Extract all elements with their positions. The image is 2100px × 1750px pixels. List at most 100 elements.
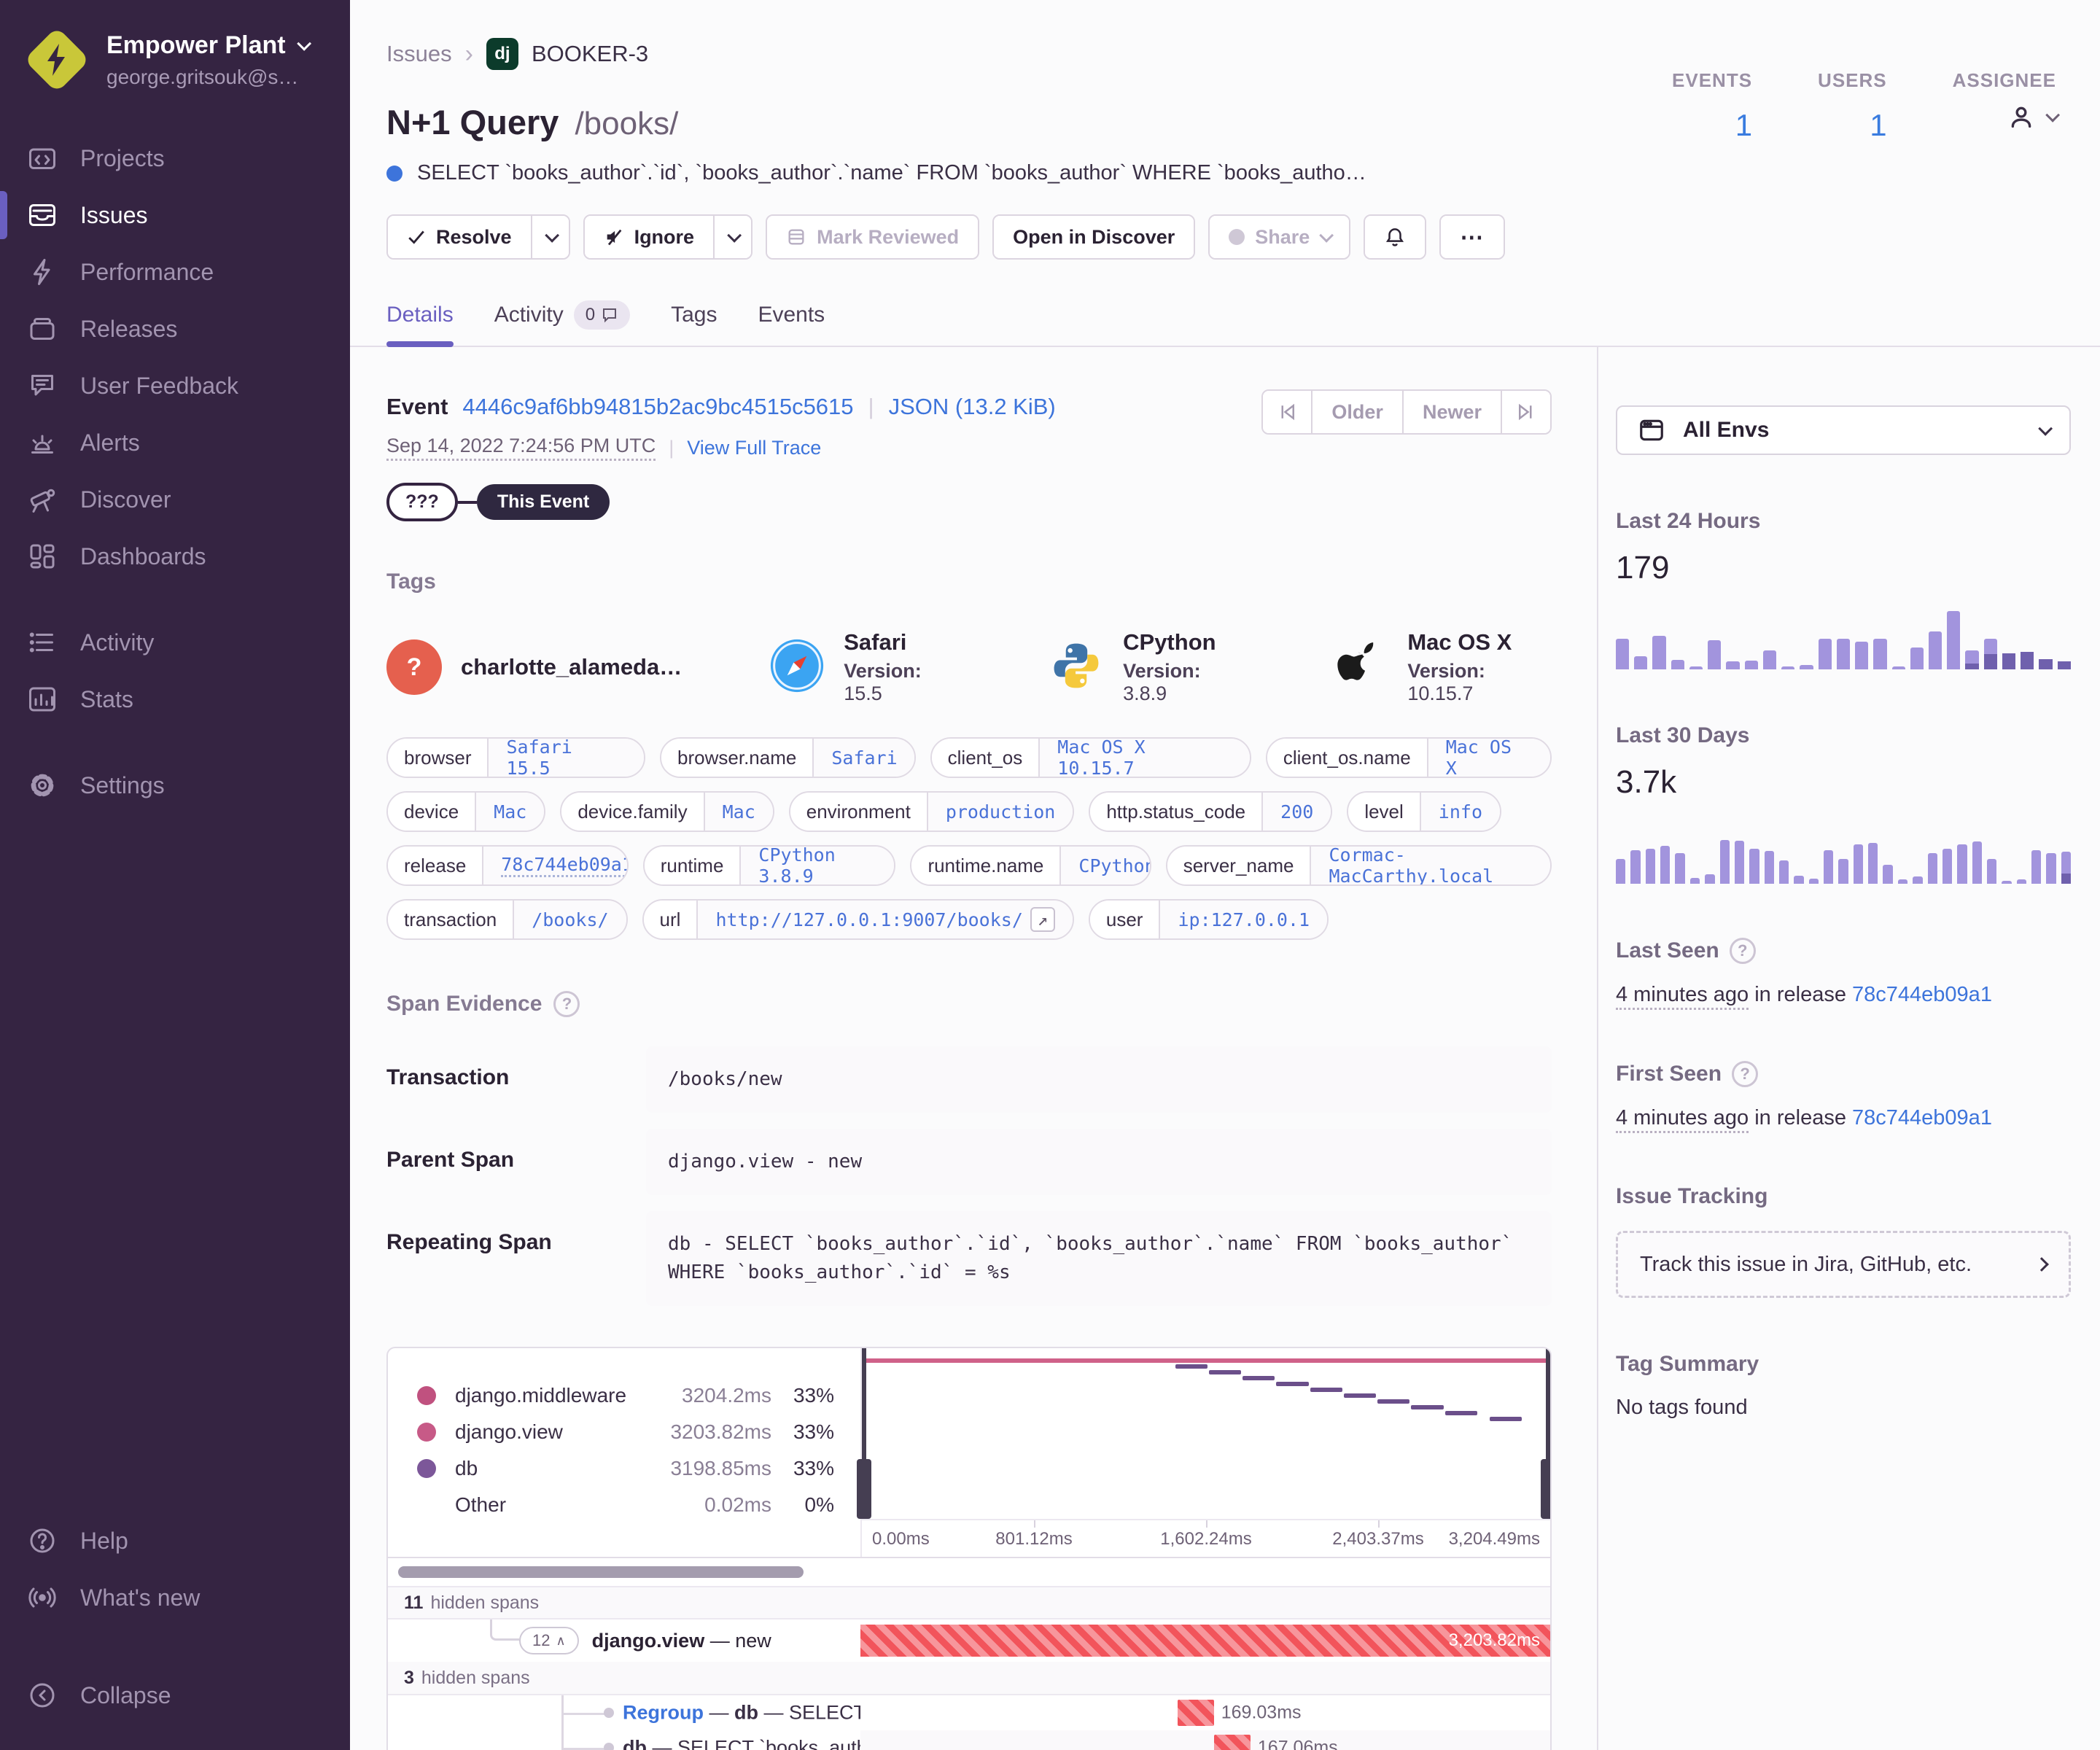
evidence-value: django.view - new: [646, 1129, 1552, 1195]
chevron-right-icon: [2034, 1257, 2049, 1272]
evidence-label: Transaction: [386, 1065, 510, 1089]
sidebar-item-releases[interactable]: Releases: [0, 300, 350, 357]
tag-value[interactable]: /books/: [513, 901, 626, 938]
tab-details[interactable]: Details: [386, 300, 454, 347]
event-id-link[interactable]: 4446c9af6bb94815b2ac9bc4515c5615: [462, 394, 854, 419]
track-issue-button[interactable]: Track this issue in Jira, GitHub, etc.: [1616, 1231, 2071, 1298]
help-question-icon[interactable]: ?: [553, 991, 580, 1017]
tab-activity[interactable]: Activity 0: [494, 300, 631, 346]
sidebar-item-settings[interactable]: Settings: [0, 757, 350, 814]
ignore-button[interactable]: Ignore: [584, 216, 714, 258]
more-actions-button[interactable]: ⋯: [1441, 216, 1504, 258]
last-seen-time[interactable]: 4 minutes ago: [1616, 983, 1749, 1010]
first-seen-time[interactable]: 4 minutes ago: [1616, 1106, 1749, 1133]
tag-value[interactable]: Mac: [703, 793, 773, 831]
sidebar-item-collapse[interactable]: Collapse: [0, 1667, 350, 1724]
org-switcher[interactable]: Empower Plant george.gritsouk@s…: [0, 0, 350, 124]
tag-value[interactable]: CPython: [1059, 847, 1150, 884]
span-group-row[interactable]: 12 ∧ django.view — new 3,203.82ms: [388, 1619, 1550, 1662]
sidebar-item-dashboards[interactable]: Dashboards: [0, 528, 350, 585]
sidebar-item-activity[interactable]: Activity: [0, 614, 350, 671]
tag-value[interactable]: http://127.0.0.1:9007/books/↗: [696, 901, 1073, 938]
hidden-spans-row[interactable]: 3 hidden spans: [388, 1662, 1550, 1695]
subscribe-bell-button[interactable]: [1365, 216, 1426, 258]
featured-tag-cpython[interactable]: CPython Version: 3.8.9: [1049, 629, 1245, 705]
ignore-dropdown-button[interactable]: [713, 216, 752, 258]
oldest-event-button[interactable]: [1263, 391, 1312, 433]
tag-value[interactable]: Mac: [475, 793, 545, 831]
releases-icon: [30, 318, 55, 340]
tree-node-dot: [604, 1743, 614, 1750]
trace-unknown-chip[interactable]: ???: [386, 483, 458, 521]
scrollbar-thumb[interactable]: [398, 1566, 804, 1578]
chevron-down-icon: [2038, 421, 2053, 436]
sidebar-item-stats[interactable]: Stats: [0, 671, 350, 728]
featured-tag-name: Safari: [844, 629, 907, 655]
sidebar-item-projects[interactable]: Projects: [0, 130, 350, 187]
last-seen-release-link[interactable]: 78c744eb09a1: [1852, 983, 1992, 1006]
sidebar-item-issues[interactable]: Issues: [0, 187, 350, 244]
tag-value[interactable]: 78c744eb09a1: [482, 847, 627, 884]
regroup-link[interactable]: Regroup: [623, 1701, 704, 1724]
mark-reviewed-button[interactable]: Mark Reviewed: [767, 216, 979, 258]
tag-value[interactable]: Cormac-MacCarthy.local: [1310, 847, 1550, 884]
view-full-trace-link[interactable]: View Full Trace: [687, 436, 822, 459]
open-in-discover-button[interactable]: Open in Discover: [994, 216, 1194, 258]
span-duration-bar[interactable]: [1214, 1735, 1251, 1750]
skip-to-latest-button[interactable]: [1501, 391, 1550, 433]
newer-event-button[interactable]: Newer: [1401, 391, 1501, 433]
first-seen-release-link[interactable]: 78c744eb09a1: [1852, 1106, 1992, 1129]
sidebar-item-performance[interactable]: Performance: [0, 244, 350, 300]
minimap-left-handle[interactable]: [857, 1348, 871, 1519]
tab-events[interactable]: Events: [758, 300, 825, 346]
sidebar-item-discover[interactable]: Discover: [0, 471, 350, 528]
sidebar-item-user-feedback[interactable]: User Feedback: [0, 357, 350, 414]
issue-details-column: Event 4446c9af6bb94815b2ac9bc4515c5615 |…: [350, 347, 1597, 1750]
span-group-toggle[interactable]: 12 ∧: [519, 1627, 579, 1654]
breadcrumb-issues[interactable]: Issues: [386, 41, 452, 66]
span-duration-bar[interactable]: [1178, 1700, 1215, 1726]
tag-value[interactable]: info: [1419, 793, 1501, 831]
tag-value[interactable]: production: [926, 793, 1073, 831]
chevron-down-icon: [1319, 228, 1334, 243]
assignee-dropdown[interactable]: [1953, 102, 2061, 131]
featured-tag-safari[interactable]: Safari Version: 15.5: [769, 629, 961, 705]
tag-value[interactable]: Safari 15.5: [487, 739, 645, 777]
resolve-dropdown-button[interactable]: [530, 216, 569, 258]
span-row[interactable]: db — SELECT `books_author` 167.06ms: [388, 1730, 1550, 1750]
external-link-icon[interactable]: ↗: [1030, 907, 1055, 932]
events-count[interactable]: 1: [1735, 108, 1753, 142]
sparkline-bar-dark: [1965, 664, 1979, 669]
span-evidence-title: Span Evidence: [386, 992, 542, 1016]
sidebar-item-what-s-new[interactable]: What's new: [0, 1569, 350, 1626]
environment-filter[interactable]: All Envs: [1616, 405, 2071, 455]
tag-key: release: [388, 847, 483, 884]
legend-percent: 0%: [804, 1493, 834, 1516]
tag-value[interactable]: ip:127.0.0.1: [1159, 901, 1328, 938]
hidden-spans-row[interactable]: 11 hidden spans: [388, 1586, 1550, 1619]
minimap-right-handle[interactable]: [1541, 1348, 1550, 1519]
tab-tags[interactable]: Tags: [671, 300, 717, 346]
resolve-button[interactable]: Resolve: [388, 216, 531, 258]
span-duration-bar[interactable]: 3,203.82ms: [860, 1625, 1550, 1657]
sparkline-bar: [1675, 853, 1685, 884]
tag-value[interactable]: 200: [1261, 793, 1331, 831]
tag-value[interactable]: Safari: [812, 739, 914, 777]
older-event-button[interactable]: Older: [1311, 391, 1402, 433]
sidebar-item-help[interactable]: Help: [0, 1512, 350, 1569]
tag-value[interactable]: Mac OS X: [1426, 739, 1550, 777]
tag-value[interactable]: CPython 3.8.9: [739, 847, 895, 884]
help-question-icon[interactable]: ?: [1729, 938, 1756, 964]
users-count[interactable]: 1: [1870, 108, 1887, 142]
event-timestamp[interactable]: Sep 14, 2022 7:24:56 PM UTC: [386, 435, 656, 461]
span-row[interactable]: Regroup — db — SELECT `boo 169.03ms: [388, 1695, 1550, 1730]
tag-value[interactable]: Mac OS X 10.15.7: [1038, 739, 1250, 777]
sidebar-item-alerts[interactable]: Alerts: [0, 414, 350, 471]
help-question-icon[interactable]: ?: [1732, 1061, 1759, 1087]
featured-tag-mac-os-x[interactable]: Mac OS X Version: 10.15.7: [1333, 629, 1552, 705]
tab-label: Details: [386, 303, 454, 327]
share-button[interactable]: Share: [1210, 216, 1350, 258]
this-event-chip[interactable]: This Event: [476, 484, 610, 520]
featured-tag-charlotte-alameda[interactable]: ? charlotte_alameda…: [386, 639, 682, 695]
event-json-link[interactable]: JSON (13.2 KiB): [888, 394, 1056, 419]
